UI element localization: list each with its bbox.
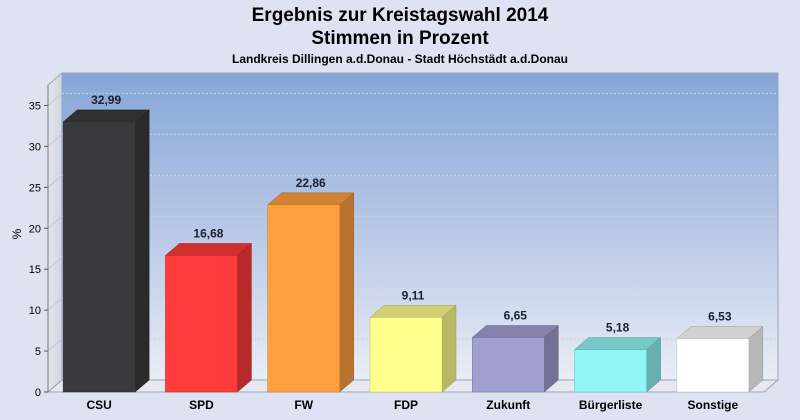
bar-spd: 16,68 bbox=[164, 226, 253, 393]
data-label: 16,68 bbox=[193, 226, 223, 240]
bar-top bbox=[164, 243, 253, 256]
bar-front bbox=[165, 255, 238, 393]
grid-line-side bbox=[47, 215, 63, 229]
bar-top bbox=[471, 325, 559, 338]
x-tick-label: FDP bbox=[394, 398, 418, 412]
bars: 32,99 16,68 22,86 9,11 6,65 5,18 6,53 bbox=[62, 93, 764, 393]
chart-title: Ergebnis zur Kreistagswahl 2014 bbox=[251, 5, 549, 26]
bar-front bbox=[62, 121, 136, 393]
y-tick-label: 0 bbox=[35, 387, 41, 399]
x-tick-label: Zukunft bbox=[486, 398, 530, 412]
x-tick-label: Sonstige bbox=[688, 398, 739, 412]
grid-line-side bbox=[47, 297, 63, 311]
grid-line-side bbox=[47, 93, 63, 106]
bar-side bbox=[134, 109, 150, 393]
y-tick-label: 25 bbox=[29, 182, 41, 194]
bar-sonstige: 6,53 bbox=[676, 310, 764, 393]
chart-subtitle: Stimmen in Prozent bbox=[311, 28, 489, 49]
data-label: 6,65 bbox=[504, 309, 528, 323]
chart-description: Landkreis Dillingen a.d.Donau - Stadt Hö… bbox=[231, 52, 569, 66]
bar-fdp: 9,11 bbox=[369, 288, 457, 393]
grid-line-side bbox=[47, 134, 63, 147]
x-tick-label: FW bbox=[294, 398, 313, 412]
data-label: 9,11 bbox=[402, 288, 425, 302]
bar-top bbox=[573, 337, 662, 350]
data-label: 32,99 bbox=[91, 93, 121, 107]
bar-front bbox=[267, 204, 340, 393]
bar-side bbox=[237, 242, 252, 393]
bar-side bbox=[441, 304, 457, 393]
data-label: 6,53 bbox=[708, 310, 732, 324]
bar-zukunft: 6,65 bbox=[471, 309, 559, 393]
y-tick-label: 20 bbox=[29, 223, 41, 235]
grid-line-side bbox=[47, 338, 63, 352]
bar-front bbox=[676, 338, 750, 393]
y-tick-label: 10 bbox=[29, 305, 41, 317]
x-axis: CSU SPD FW FDP Zukunft Bürgerliste Sonstige bbox=[86, 398, 738, 412]
bar-front bbox=[369, 317, 443, 393]
data-label: 22,86 bbox=[296, 176, 326, 190]
left-wall bbox=[47, 71, 63, 394]
bar-csu: 32,99 bbox=[62, 93, 150, 393]
bar-fw: 22,86 bbox=[267, 176, 355, 393]
bar-top bbox=[369, 305, 457, 318]
x-tick-label: Bürgerliste bbox=[579, 398, 643, 412]
y-tick-label: 15 bbox=[29, 264, 41, 276]
x-tick-label: CSU bbox=[86, 398, 111, 412]
bar-bürgerliste: 5,18 bbox=[573, 321, 662, 393]
grid-line-side bbox=[47, 256, 63, 270]
grid-line-side bbox=[47, 174, 63, 188]
chart-header: Ergebnis zur Kreistagswahl 2014 Stimmen … bbox=[0, 4, 800, 66]
bar-top bbox=[676, 326, 764, 339]
x-tick-label: SPD bbox=[189, 398, 214, 412]
y-axis-label: % bbox=[10, 228, 24, 239]
bar-top bbox=[267, 192, 355, 206]
bar-front bbox=[574, 349, 647, 393]
bar-front bbox=[472, 337, 545, 393]
y-tick-label: 30 bbox=[29, 141, 41, 153]
y-tick-label: 35 bbox=[29, 100, 41, 112]
y-axis: 0 5 10 15 20 25 30 35 bbox=[29, 85, 49, 399]
bar-top bbox=[62, 109, 150, 123]
y-tick-label: 5 bbox=[35, 346, 41, 358]
data-label: 5,18 bbox=[606, 321, 630, 335]
bar-side bbox=[339, 192, 354, 393]
